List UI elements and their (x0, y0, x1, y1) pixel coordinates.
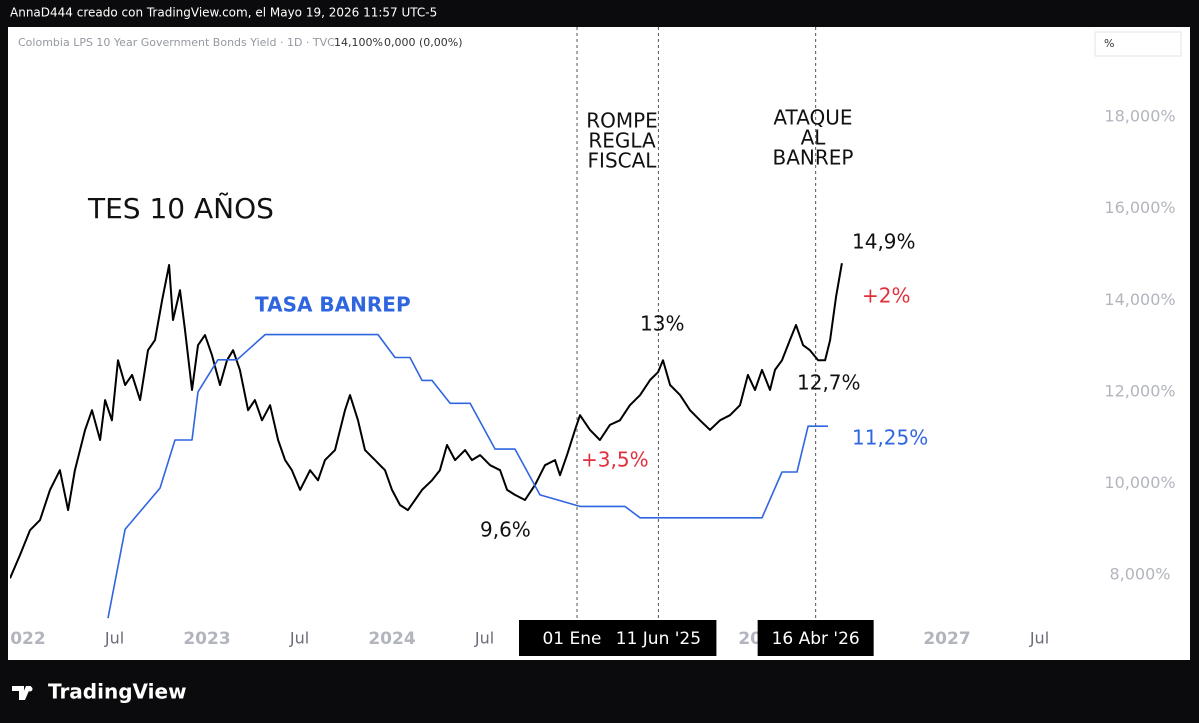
brand-logo (12, 686, 33, 700)
logo-dot (27, 686, 33, 692)
annotation: TASA BANREP (255, 293, 411, 317)
annotation: AL (801, 126, 827, 150)
annotation: REGLA (588, 129, 656, 153)
x-tick-label: Jul (474, 629, 494, 648)
annotation: FISCAL (588, 149, 658, 173)
marker-label-box (757, 620, 874, 656)
scale-button-label[interactable]: % (1104, 37, 1114, 50)
x-tick-label: Jul (289, 629, 309, 648)
x-tick-label: Jul (1029, 629, 1049, 648)
annotation: 11,25% (852, 426, 928, 450)
annotation: 13% (640, 312, 684, 336)
annotation: 12,7% (797, 371, 861, 395)
annotation: +2% (862, 284, 911, 308)
x-tick-label: 2023 (183, 629, 230, 649)
chart-panel (8, 27, 1190, 660)
x-tick-label: 2024 (368, 629, 415, 649)
marker-label-text: 01 Ene ' (542, 629, 611, 649)
marker-label-text: 16 Abr '26 (772, 629, 860, 649)
marker-label-box (600, 620, 717, 656)
y-tick-label: 18,000% (1104, 107, 1175, 126)
x-tick-label: 2027 (923, 629, 970, 649)
logo-icon (12, 686, 31, 700)
marker-label: 16 Abr '26 (757, 620, 874, 656)
change: 0,000 (0,00%) (384, 36, 463, 49)
series-line (107, 333, 828, 619)
annotation: ROMPE (586, 109, 658, 133)
last-value: 14,100% (334, 36, 383, 49)
marker-label: 11 Jun '25 (600, 620, 717, 656)
y-tick-label: 12,000% (1104, 381, 1175, 400)
marker-label-text: 11 Jun '25 (616, 629, 701, 649)
annotation: 9,6% (480, 518, 531, 542)
annotation: +3,5% (581, 448, 649, 472)
series-line (10, 263, 843, 579)
annotation: 14,9% (852, 230, 916, 254)
scale-button[interactable] (1094, 31, 1182, 57)
header: AnnaD444 creado con TradingView.com, el … (10, 6, 437, 20)
x-tick-label: 2022 (0, 629, 46, 649)
symbol: Colombia LPS 10 Year Government Bonds Yi… (18, 36, 335, 49)
y-tick-label: 8,000% (1109, 565, 1170, 584)
y-tick-label: 16,000% (1104, 198, 1175, 217)
y-tick-label: 14,000% (1104, 290, 1175, 309)
x-tick-label: Jul (104, 629, 124, 648)
annotation: BANREP (773, 146, 854, 170)
annotation: ATAQUE (773, 106, 852, 130)
brand: TradingView (48, 680, 187, 704)
plot: 2022Jul2023Jul2024Jul20262027Jul01 Ene '… (0, 27, 1049, 656)
annotation: TES 10 AÑOS (87, 192, 274, 225)
y-tick-label: 10,000% (1104, 473, 1175, 492)
